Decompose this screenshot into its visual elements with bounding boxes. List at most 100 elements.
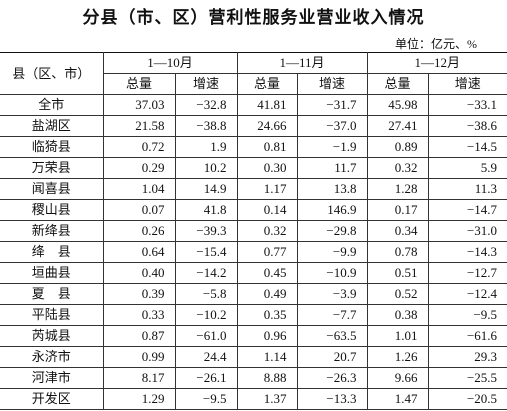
cell: −61.6 <box>427 325 507 347</box>
table-row: 闻喜县 1.04 14.9 1.17 13.8 1.28 11.3 <box>0 178 507 200</box>
region-name: 绛 县 <box>0 241 104 263</box>
cell: 29.3 <box>427 346 507 368</box>
cell: −14.7 <box>427 199 507 221</box>
cell: 8.17 <box>102 367 176 389</box>
table-row: 盐湖区 21.58 −38.8 24.66 −37.0 27.41 −38.6 <box>0 115 507 137</box>
cell: −31.7 <box>296 94 368 116</box>
region-name: 芮城县 <box>0 325 104 347</box>
sub-header: 总量 <box>236 73 298 95</box>
cell: −29.8 <box>296 220 368 242</box>
region-name: 稷山县 <box>0 199 104 221</box>
cell: 1.29 <box>102 388 176 410</box>
table-row: 绛 县 0.64 −15.4 0.77 −9.9 0.78 −14.3 <box>0 241 507 263</box>
cell: 1.37 <box>236 388 298 410</box>
table-row: 全市 37.03 −32.8 41.81 −31.7 45.98 −33.1 <box>0 94 507 116</box>
table-row: 河津市 8.17 −26.1 8.88 −26.3 9.66 −25.5 <box>0 367 507 389</box>
table-row: 平陆县 0.33 −10.2 0.35 −7.7 0.38 −9.5 <box>0 304 507 326</box>
cell: −63.5 <box>296 325 368 347</box>
cell: −12.7 <box>427 262 507 284</box>
region-name: 新绛县 <box>0 220 104 242</box>
table-row: 夏 县 0.39 −5.8 0.49 −3.9 0.52 −12.4 <box>0 283 507 305</box>
cell: −38.6 <box>427 115 507 137</box>
cell: 0.81 <box>236 136 298 158</box>
table-row: 临猗县 0.72 1.9 0.81 −1.9 0.89 −14.5 <box>0 136 507 158</box>
cell: 0.89 <box>366 136 429 158</box>
cell: −26.1 <box>174 367 238 389</box>
region-name: 垣曲县 <box>0 262 104 284</box>
region-name: 开发区 <box>0 388 104 410</box>
cell: 1.17 <box>236 178 298 200</box>
cell: 24.66 <box>236 115 298 137</box>
cell: −14.5 <box>427 136 507 158</box>
cell: −15.4 <box>174 241 238 263</box>
cell: 0.39 <box>102 283 176 305</box>
table: 县（区、市） 1—10月 1—11月 1—12月 总量 增速 总量 增速 总量 增速 全市 37.0… <box>0 52 507 410</box>
cell: −14.3 <box>427 241 507 263</box>
cell: 0.26 <box>102 220 176 242</box>
cell: 0.64 <box>102 241 176 263</box>
sub-header: 增速 <box>296 73 368 95</box>
region-name: 永济市 <box>0 346 104 368</box>
cell: 0.38 <box>366 304 429 326</box>
sub-header: 总量 <box>103 73 176 95</box>
cell: −9.5 <box>427 304 507 326</box>
cell: 1.47 <box>366 388 429 410</box>
cell: 146.9 <box>296 199 368 221</box>
cell: 5.9 <box>427 157 507 179</box>
sub-header: 增速 <box>174 73 238 95</box>
cell: −14.2 <box>174 262 238 284</box>
cell: 10.2 <box>174 157 238 179</box>
cell: −9.9 <box>296 241 368 263</box>
cell: 20.7 <box>296 346 368 368</box>
cell: 8.88 <box>236 367 298 389</box>
cell: −5.8 <box>174 283 238 305</box>
cell: 1.14 <box>236 346 298 368</box>
cell: 0.96 <box>236 325 298 347</box>
cell: −3.9 <box>296 283 368 305</box>
cell: 0.49 <box>236 283 298 305</box>
cell: 27.41 <box>366 115 429 137</box>
sub-header: 增速 <box>427 73 507 95</box>
cell: 1.01 <box>366 325 429 347</box>
cell: −7.7 <box>296 304 368 326</box>
cell: 0.35 <box>236 304 298 326</box>
cell: 0.51 <box>366 262 429 284</box>
cell: −32.8 <box>174 94 238 116</box>
cell: 0.77 <box>236 241 298 263</box>
cell: 0.87 <box>102 325 176 347</box>
title: 分县（市、区）营利性服务业营业收入情况 <box>82 8 425 27</box>
cell: 0.14 <box>236 199 298 221</box>
cell: −1.9 <box>296 136 368 158</box>
cell: 1.26 <box>366 346 429 368</box>
cell: 0.29 <box>102 157 176 179</box>
cell: 41.81 <box>236 94 298 116</box>
cell: −10.2 <box>174 304 238 326</box>
cell: 13.8 <box>296 178 368 200</box>
cell: 0.78 <box>366 241 429 263</box>
cell: 0.72 <box>102 136 176 158</box>
cell: 0.40 <box>102 262 176 284</box>
cell: −10.9 <box>296 262 368 284</box>
period-header: 1—12月 <box>366 52 507 74</box>
cell: −25.5 <box>427 367 507 389</box>
table-row: 垣曲县 0.40 −14.2 0.45 −10.9 0.51 −12.7 <box>0 262 507 284</box>
table-row: 芮城县 0.87 −61.0 0.96 −63.5 1.01 −61.6 <box>0 325 507 347</box>
region-name: 河津市 <box>0 367 104 389</box>
corner-header: 县（区、市） <box>0 52 104 95</box>
cell: 1.04 <box>102 178 176 200</box>
region-name: 临猗县 <box>0 136 104 158</box>
cell: −13.3 <box>296 388 368 410</box>
cell: 37.03 <box>102 94 176 116</box>
table-row: 开发区 1.29 −9.5 1.37 −13.3 1.47 −20.5 <box>0 388 507 410</box>
region-name: 平陆县 <box>0 304 104 326</box>
cell: 0.17 <box>366 199 429 221</box>
cell: 45.98 <box>366 94 429 116</box>
region-name: 盐湖区 <box>0 115 104 137</box>
table-row: 新绛县 0.26 −39.3 0.32 −29.8 0.34 −31.0 <box>0 220 507 242</box>
table-head: 县（区、市） 1—10月 1—11月 1—12月 总量 增速 总量 增速 总量 增速 <box>0 52 507 95</box>
cell: 1.9 <box>174 136 238 158</box>
period-header: 1—10月 <box>102 52 238 74</box>
cell: −31.0 <box>427 220 507 242</box>
cell: 0.07 <box>102 199 176 221</box>
